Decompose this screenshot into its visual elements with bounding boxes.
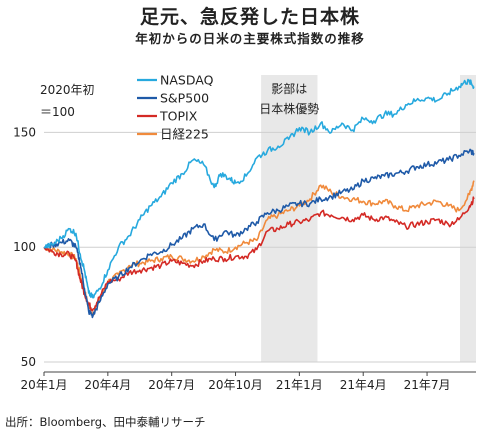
chart-subtitle: 年初からの日米の主要株式指数の推移 — [135, 31, 365, 46]
x-tick-label: 21年4月 — [340, 378, 387, 392]
series-line-2 — [43, 196, 475, 312]
x-tick-label: 21年7月 — [404, 378, 451, 392]
x-tick-label: 20年10月 — [208, 378, 263, 392]
series-lines — [43, 78, 475, 319]
x-tick-label: 20年1月 — [21, 378, 68, 392]
index-note: 2020年初 ＝100 — [40, 83, 95, 119]
legend-label: TOPIX — [159, 109, 198, 124]
source-note: 出所：Bloomberg、田中泰輔リサーチ — [5, 415, 206, 429]
y-tick-label: 150 — [13, 125, 36, 139]
legend: NASDAQ S&P500 TOPIX 日経225 — [137, 73, 214, 142]
grid-lines — [44, 131, 476, 363]
shaded-region-label: 影部は — [271, 81, 307, 96]
x-tick-label: 21年1月 — [276, 378, 323, 392]
series-line-3 — [43, 180, 475, 317]
x-tick-label: 20年7月 — [148, 378, 195, 392]
series-line-1 — [43, 148, 475, 319]
shaded-region-label: 日本株優勢 — [259, 101, 319, 116]
legend-label: 日経225 — [160, 127, 209, 142]
index-note-line: 2020年初 — [40, 83, 95, 97]
legend-label: S&P500 — [160, 91, 209, 106]
x-tick-label: 20年4月 — [84, 378, 131, 392]
legend-label: NASDAQ — [160, 73, 214, 88]
shaded-region — [460, 75, 476, 362]
chart-title: 足元、急反発した日本株 — [139, 6, 360, 28]
axes: 50 100 150 20年1月 20年4月 20年7月 20年10月 21年1月 21年4月 2… — [13, 125, 476, 392]
series-line-0 — [43, 78, 475, 299]
y-tick-label: 100 — [13, 240, 36, 254]
index-note-line: ＝100 — [40, 105, 75, 119]
y-tick-label: 50 — [21, 355, 36, 369]
